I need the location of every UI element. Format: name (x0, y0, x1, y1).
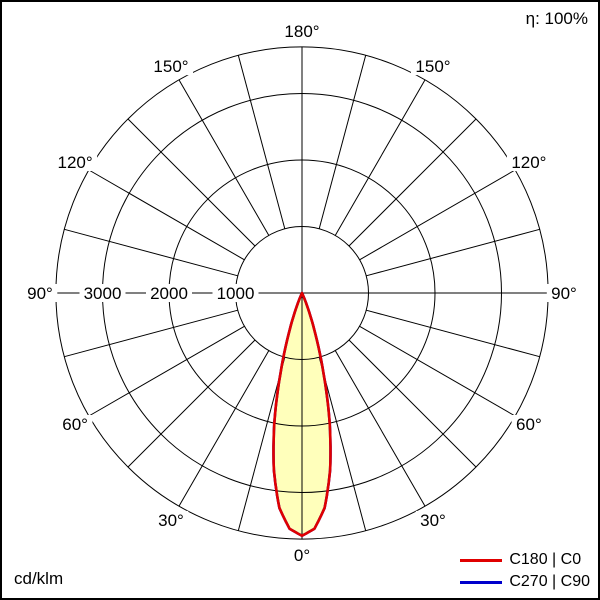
angle-label: 0° (294, 546, 310, 565)
angle-label-bg (415, 510, 451, 529)
angle-label: 120° (58, 153, 93, 172)
legend-swatch (460, 558, 503, 562)
legend-label: C270 | C90 (509, 573, 590, 590)
angle-label: 30° (158, 511, 184, 530)
ring-label: 3000 (84, 284, 122, 303)
grid-spoke (64, 228, 238, 277)
grid-spoke (359, 325, 516, 417)
grid-spoke (178, 350, 270, 507)
angle-label-bg (53, 153, 98, 171)
ring-label-bg (212, 284, 259, 302)
angle-label: 120° (511, 153, 546, 172)
angle-label: 60° (516, 415, 542, 434)
grid-spoke (178, 79, 270, 236)
grid-spoke (334, 79, 426, 236)
ring-label-bg (146, 284, 192, 302)
angle-label: 150° (415, 57, 450, 76)
angle-label-bg (280, 22, 324, 40)
legend-item: C270 | C90 (460, 573, 590, 591)
grid-spoke (366, 309, 540, 358)
ring-label: 2000 (150, 284, 188, 303)
grid-spoke (318, 357, 367, 531)
grid-spoke (127, 118, 256, 247)
grid-spoke (64, 309, 238, 358)
angle-label: 90° (27, 284, 53, 303)
polar-grid (55, 46, 549, 540)
grid-spoke (334, 350, 426, 507)
grid-spoke (237, 357, 286, 531)
angle-label-bg (149, 57, 193, 76)
angle-label-bg (506, 153, 551, 171)
legend: C180 | C0 C270 | C90 (460, 551, 590, 591)
grid-spoke (348, 118, 477, 247)
angle-label: 180° (284, 22, 319, 41)
grid-spoke (348, 339, 477, 468)
angle-label: 90° (551, 284, 577, 303)
legend-item: C180 | C0 (460, 551, 581, 569)
grid-spoke (127, 339, 256, 468)
angle-label: 60° (62, 415, 88, 434)
angle-label-bg (289, 546, 315, 564)
angle-label-bg (153, 510, 189, 529)
grid-spoke (366, 228, 540, 277)
angle-label: 150° (153, 57, 188, 76)
angle-label: 30° (420, 511, 446, 530)
grid-spoke (88, 325, 245, 417)
curve-c180_c0 (272, 291, 332, 537)
efficiency-label: η: 100% (525, 9, 588, 28)
unit-label: cd/klm (14, 569, 64, 588)
ring-label: 1000 (217, 284, 255, 303)
angle-label-bg (511, 415, 547, 433)
legend-swatch (460, 580, 503, 584)
grid-spoke (237, 55, 286, 229)
legend-label: C180 | C0 (509, 551, 582, 568)
grid-spoke (359, 169, 516, 261)
angle-label-bg (57, 415, 93, 433)
grid-spoke (318, 55, 367, 229)
grid-spoke (88, 169, 245, 261)
angle-label-bg (22, 284, 58, 302)
angle-label-bg (411, 57, 455, 76)
ring-label-bg (79, 284, 126, 302)
angle-label-bg (546, 284, 582, 302)
